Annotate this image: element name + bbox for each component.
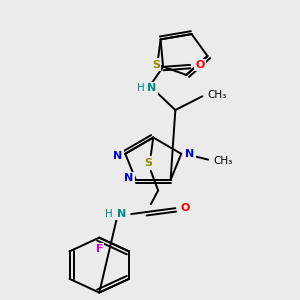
Text: S: S (152, 60, 160, 70)
Text: S: S (144, 158, 152, 168)
Text: O: O (195, 60, 205, 70)
Text: N: N (117, 209, 126, 219)
Text: CH₃: CH₃ (207, 90, 227, 100)
Text: CH₃: CH₃ (213, 156, 232, 166)
Text: N: N (185, 149, 194, 159)
Text: F: F (95, 244, 103, 254)
Text: N: N (124, 173, 133, 183)
Text: N: N (113, 151, 122, 161)
Text: O: O (181, 203, 190, 213)
Text: H: H (105, 209, 113, 219)
Text: H: H (137, 83, 145, 93)
Text: N: N (147, 83, 157, 93)
